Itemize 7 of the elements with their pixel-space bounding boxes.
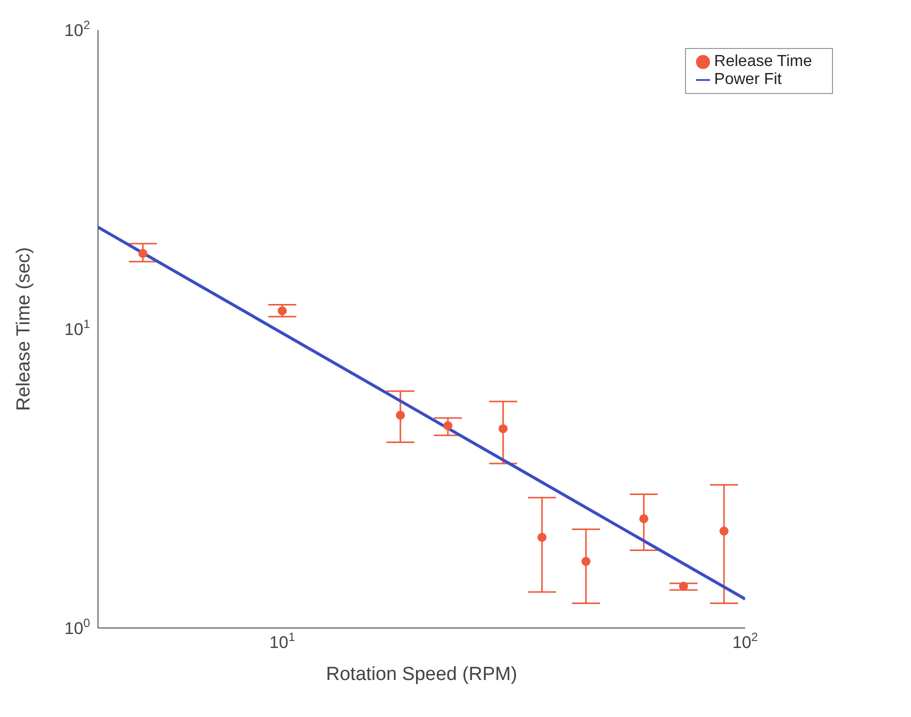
y-tick-label: 10$^{2}$ <box>64 18 90 40</box>
x-axis-title: Rotation Speed (RPM) <box>326 664 518 685</box>
y-axis-title: Release Time (sec) <box>14 247 35 411</box>
y-tick-label: 10$^{0}$ <box>64 616 90 638</box>
legend-label: Power Fit <box>714 71 782 88</box>
legend-label: Release Time <box>714 53 812 70</box>
y-tick-label: 10$^{1}$ <box>64 317 90 339</box>
